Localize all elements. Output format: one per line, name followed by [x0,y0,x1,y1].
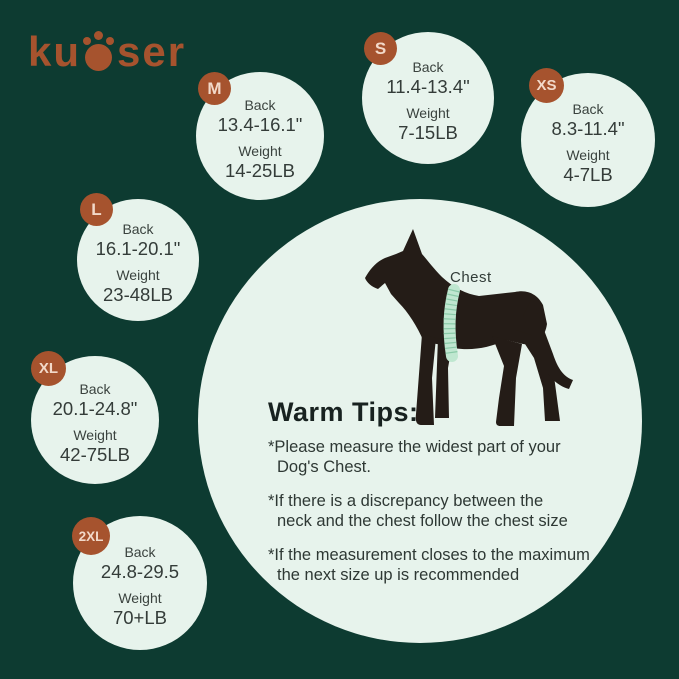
back-label: Back [572,100,604,117]
size-circle-2xl: 2XL Back 24.8-29.5 Weight 70+LB [72,516,207,650]
weight-label: Weight [406,104,450,121]
weight-value: 7-15LB [398,121,458,143]
logo-text-suffix: ser [117,28,187,75]
back-label: Back [124,543,156,560]
tip-line: neck and the chest follow the chest size [277,511,568,530]
chest-tape-icon [443,284,460,362]
dog-silhouette [365,229,573,426]
back-label: Back [244,96,276,113]
weight-label: Weight [238,142,282,159]
warm-tip-1: *Please measure the widest part of your … [268,438,608,477]
weight-value: 42-75LB [60,443,130,465]
weight-label: Weight [566,146,610,163]
back-label: Back [79,380,111,397]
paw-pad [85,44,113,71]
paw-toe [83,37,92,45]
warm-tips-title: Warm Tips: [268,397,419,427]
weight-value: 70+LB [112,606,167,628]
size-info-s: Back 11.4-13.4" Weight 7-15LB [362,32,494,164]
tip-line: the next size up is recommended [277,565,520,584]
size-badge-xs: XS [529,68,564,103]
back-value: 20.1-24.8" [52,397,138,419]
size-badge-2xl: 2XL [72,517,110,555]
paw-icon [82,26,116,74]
weight-value: 4-7LB [563,163,613,185]
weight-label: Weight [118,589,162,606]
size-badge-s: S [364,32,397,65]
back-value: 24.8-29.5 [100,560,180,582]
size-badge-l: L [80,193,113,226]
brand-logo: ku ser [28,24,186,74]
paw-toe [94,31,104,40]
weight-value: 23-48LB [103,283,173,305]
size-circle-m: M Back 13.4-16.1" Weight 14-25LB [196,72,324,200]
size-circle-xs: XS Back 8.3-11.4" Weight 4-7LB [521,68,655,207]
weight-label: Weight [73,426,117,443]
size-info-2xl: Back 24.8-29.5 Weight 70+LB [73,516,207,650]
weight-value: 14-25LB [225,159,295,181]
size-badge-xl: XL [31,351,66,386]
warm-tip-3: *If the measurement closes to the maximu… [268,546,608,585]
back-value: 16.1-20.1" [95,237,181,259]
logo-text-prefix: ku [28,28,82,75]
size-info-xl: Back 20.1-24.8" Weight 42-75LB [31,356,159,484]
tip-line: *If the measurement closes to the maximu… [268,546,590,564]
chest-label: Chest [450,269,492,286]
size-circle-s: S Back 11.4-13.4" Weight 7-15LB [362,32,494,164]
tip-line: *Please measure the widest part of your [268,438,561,456]
size-badge-m: M [198,72,231,105]
back-value: 13.4-16.1" [217,113,303,135]
measurement-diagram-circle: Chest Warm Tips: *Please measure the wid… [198,199,642,643]
back-label: Back [412,58,444,75]
warm-tips-block: Warm Tips: *Please measure the widest pa… [268,397,608,600]
size-info-xs: Back 8.3-11.4" Weight 4-7LB [521,73,655,207]
weight-label: Weight [116,266,160,283]
size-info-m: Back 13.4-16.1" Weight 14-25LB [196,72,324,200]
tip-line: *If there is a discrepancy between the [268,492,544,510]
back-value: 11.4-13.4" [386,75,470,97]
tip-line: Dog's Chest. [277,457,371,476]
warm-tip-2: *If there is a discrepancy between the n… [268,492,608,531]
back-label: Back [122,220,154,237]
size-info-l: Back 16.1-20.1" Weight 23-48LB [77,199,199,321]
back-value: 8.3-11.4" [551,117,625,139]
size-circle-xl: XL Back 20.1-24.8" Weight 42-75LB [31,351,159,484]
paw-toe [106,37,115,45]
size-circle-l: L Back 16.1-20.1" Weight 23-48LB [77,193,199,321]
